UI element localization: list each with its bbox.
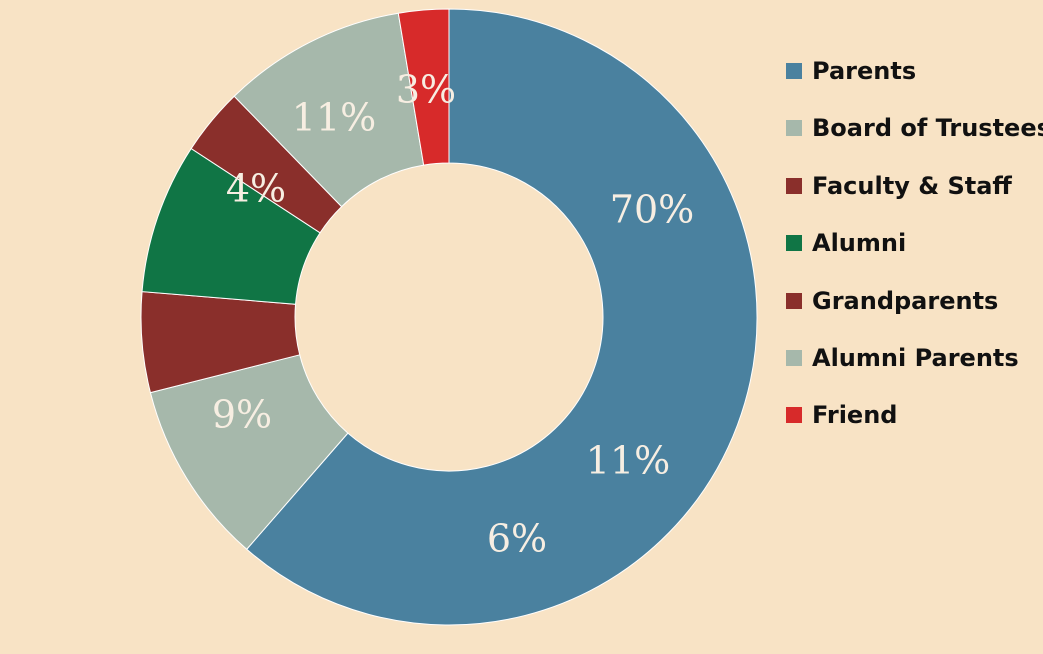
legend-label: Board of Trustees <box>812 114 1043 143</box>
legend-swatch <box>786 120 802 137</box>
donut-slice-friend <box>397 8 450 166</box>
legend-swatch <box>786 407 802 424</box>
legend-label: Faculty & Staff <box>812 171 1012 200</box>
slice-value-label: 70% <box>610 188 694 232</box>
legend-swatch <box>786 63 802 79</box>
legend-item: Board of Trustees <box>786 109 1043 147</box>
legend-label: Friend <box>812 401 898 430</box>
donut-slice-parents <box>246 8 758 626</box>
legend-item: Alumni Parents <box>786 339 1043 377</box>
legend-label: Alumni <box>812 229 907 258</box>
legend-swatch <box>786 177 802 194</box>
slice-value-label: 6% <box>487 517 547 561</box>
legend-label: Parents <box>812 57 917 85</box>
legend-item: Alumni <box>786 224 1043 262</box>
legend-swatch <box>786 235 802 252</box>
slice-value-label: 4% <box>226 167 286 211</box>
legend-label: Grandparents <box>812 286 999 315</box>
chart-legend: Parents Board of Trustees Faculty & Staff A… <box>786 52 1043 454</box>
legend-swatch <box>786 349 802 366</box>
donut-chart: 70%11%6%9%4%11%3% <box>140 8 758 626</box>
legend-label: Alumni Parents <box>812 343 1019 372</box>
legend-swatch <box>786 292 802 309</box>
slice-value-label: 11% <box>292 96 376 140</box>
legend-item: Grandparents <box>786 282 1043 320</box>
slice-value-label: 11% <box>586 439 670 483</box>
slice-value-label: 9% <box>212 393 272 437</box>
legend-item: Parents <box>786 52 1043 90</box>
slice-value-label: 3% <box>396 68 456 112</box>
legend-item: Friend <box>786 396 1043 434</box>
legend-item: Faculty & Staff <box>786 167 1043 205</box>
